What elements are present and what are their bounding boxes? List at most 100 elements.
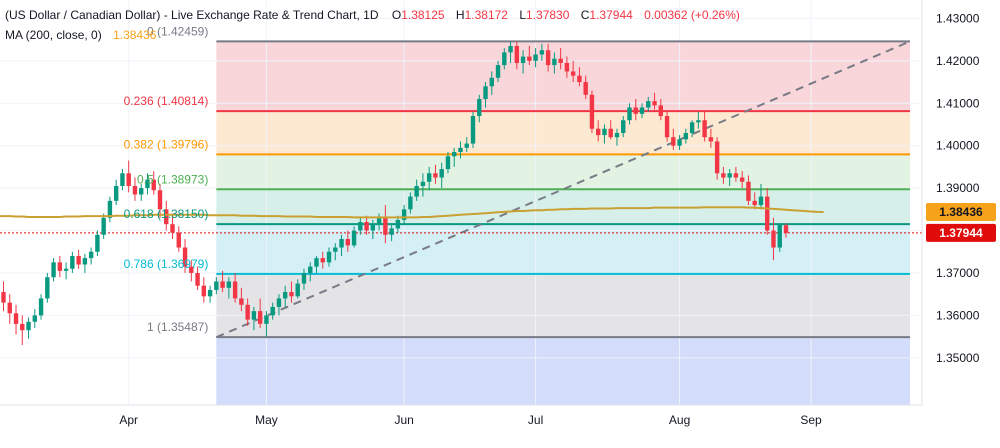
candle-body bbox=[502, 52, 507, 66]
candle bbox=[132, 177, 138, 201]
candle bbox=[602, 124, 607, 144]
x-tick-label: Aug bbox=[669, 413, 690, 427]
candle bbox=[38, 294, 44, 320]
candle-body bbox=[552, 58, 557, 66]
candle bbox=[545, 43, 551, 72]
candle-body bbox=[514, 46, 520, 63]
ohlc-high-label: H bbox=[456, 8, 465, 22]
x-tick-label: Sep bbox=[800, 413, 822, 427]
candle-body bbox=[408, 196, 413, 210]
candle bbox=[627, 103, 632, 125]
candle-body bbox=[489, 77, 494, 87]
candle-body bbox=[452, 152, 457, 157]
candle-body bbox=[1, 292, 6, 303]
candle-body bbox=[527, 56, 532, 61]
candle-body bbox=[589, 94, 595, 129]
candle bbox=[752, 192, 757, 210]
candle bbox=[195, 266, 200, 290]
candle-body bbox=[95, 234, 100, 252]
candle bbox=[633, 99, 638, 121]
candle-body bbox=[633, 107, 638, 114]
candle bbox=[264, 311, 269, 338]
ma-indicator-value: 1.38436 bbox=[113, 28, 157, 42]
candle bbox=[583, 75, 588, 100]
candle bbox=[326, 247, 332, 267]
candle bbox=[389, 224, 394, 242]
candle-body bbox=[295, 283, 300, 297]
ma-200-line bbox=[0, 206, 824, 219]
candle-body bbox=[239, 298, 244, 305]
x-tick-label: Jul bbox=[528, 413, 543, 427]
candle bbox=[683, 128, 689, 144]
candle bbox=[477, 94, 482, 123]
candle bbox=[276, 294, 282, 316]
candle-body bbox=[164, 209, 169, 225]
ohlc-close-value: 1.37944 bbox=[589, 8, 633, 22]
candle-body bbox=[63, 268, 69, 271]
candle-body bbox=[351, 230, 357, 246]
candle-body bbox=[765, 196, 770, 231]
candle-body bbox=[189, 266, 194, 273]
candle bbox=[495, 60, 501, 83]
candle-body bbox=[182, 247, 188, 267]
candle bbox=[151, 171, 156, 195]
candle-body bbox=[708, 137, 714, 142]
candle bbox=[520, 50, 526, 74]
candle bbox=[170, 213, 175, 240]
candle-body bbox=[220, 281, 225, 288]
candle bbox=[126, 160, 131, 193]
candle bbox=[677, 135, 682, 150]
fib-zone-0.236 bbox=[216, 111, 911, 155]
candle bbox=[508, 41, 513, 63]
candle bbox=[771, 217, 776, 261]
candle-body bbox=[664, 116, 670, 138]
fib-zone-0.382 bbox=[216, 154, 911, 190]
x-tick-label: Jun bbox=[394, 413, 413, 427]
ma-indicator-label[interactable]: MA (200, close, 0) bbox=[5, 28, 102, 42]
candle-body bbox=[339, 239, 344, 248]
candle-body bbox=[57, 262, 63, 271]
candle bbox=[783, 223, 789, 238]
candle bbox=[220, 270, 225, 293]
candle-body bbox=[464, 143, 469, 148]
candle-body bbox=[577, 75, 582, 83]
candle-body bbox=[714, 141, 720, 174]
candle-body bbox=[333, 247, 338, 252]
ohlc-open-label: O bbox=[392, 8, 401, 22]
candle bbox=[370, 219, 376, 240]
candle bbox=[445, 152, 451, 174]
candle bbox=[1, 281, 6, 312]
candle bbox=[239, 287, 244, 312]
candle bbox=[514, 41, 520, 70]
price-axis[interactable]: 1.430001.420001.410001.400001.390001.380… bbox=[936, 11, 980, 364]
candle bbox=[664, 111, 670, 142]
candle bbox=[63, 262, 69, 280]
candle bbox=[251, 306, 257, 331]
candle-body bbox=[245, 304, 250, 320]
time-axis[interactable]: Apr May Jun Jul Aug Sep bbox=[119, 413, 822, 427]
candle bbox=[245, 298, 250, 326]
candle bbox=[383, 205, 388, 244]
candle bbox=[270, 302, 275, 320]
candle-body bbox=[677, 139, 682, 146]
candle bbox=[564, 56, 570, 78]
candle-body bbox=[627, 107, 632, 121]
candle bbox=[207, 285, 213, 303]
candle-body bbox=[783, 225, 789, 233]
candle-body bbox=[458, 147, 463, 153]
candle-body bbox=[257, 311, 263, 324]
candle bbox=[283, 285, 288, 307]
candle-body bbox=[364, 222, 369, 231]
candle-body bbox=[176, 232, 181, 248]
candle bbox=[157, 183, 163, 218]
last-price-tag-label: 1.37944 bbox=[939, 226, 983, 240]
symbol-title[interactable]: (US Dollar / Canadian Dollar) - Live Exc… bbox=[5, 8, 379, 22]
candle bbox=[765, 188, 770, 235]
candle-body bbox=[733, 173, 739, 178]
candle bbox=[214, 277, 219, 295]
fib-label-0.236: 0.236 (1.40814) bbox=[124, 94, 209, 108]
candle bbox=[51, 258, 56, 282]
fibonacci-levels bbox=[216, 40, 910, 339]
candle bbox=[639, 103, 645, 119]
